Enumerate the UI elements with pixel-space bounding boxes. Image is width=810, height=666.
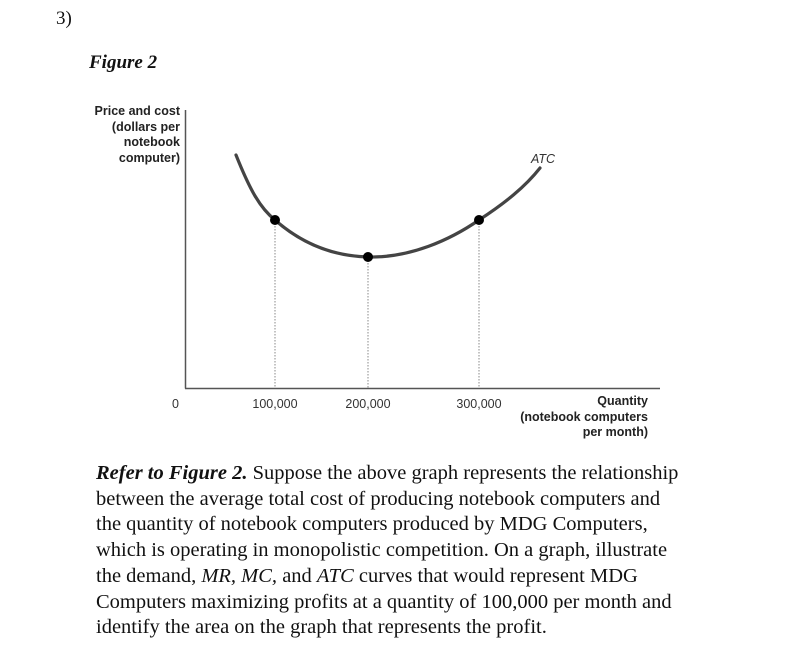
x-axis-label-line: per month): [582, 425, 648, 439]
atc-chart: ATC 0 100,000 200,000 300,000: [172, 110, 660, 411]
question-line: the demand, MR, MC, and ATC curves that …: [96, 564, 746, 590]
question-line: Computers maximizing profits at a quanti…: [96, 590, 672, 613]
question-line: between the average total cost of produc…: [96, 487, 661, 510]
x-axis-label-line: Quantity: [597, 394, 648, 408]
y-axis-label-line: notebook: [123, 135, 180, 149]
atc-label: ATC: [530, 152, 556, 166]
x-axis-label: Quantity (notebook computers per month): [480, 394, 648, 441]
y-axis-label-line: computer): [118, 150, 180, 165]
question-line-text: and: [277, 564, 317, 587]
x-tick-200000: 200,000: [345, 397, 390, 411]
y-axis-label-line: Price and cost: [94, 104, 180, 118]
figure-reference: Refer to Figure 2.: [96, 462, 248, 484]
question-line: the quantity of notebook computers produ…: [96, 513, 648, 536]
x-axis-label-line: (notebook computers: [520, 409, 648, 424]
question-line: which is operating in monopolistic compe…: [96, 539, 668, 562]
x-tick-100000: 100,000: [252, 397, 297, 411]
question-line-text: Suppose the above graph represents the r…: [247, 462, 679, 484]
y-axis-label: Price and cost (dollars per notebook com…: [60, 104, 180, 166]
y-axis-label-line: (dollars per: [111, 119, 180, 134]
origin-label: 0: [172, 397, 179, 411]
point-300000: [474, 215, 484, 225]
question-number: 3): [56, 8, 72, 29]
question-line: identify the area on the graph that repr…: [96, 616, 547, 639]
atc-curve: [234, 153, 542, 259]
point-100000: [270, 215, 280, 225]
curve-names: MR, MC,: [201, 564, 278, 587]
question-text: Refer to Figure 2. Suppose the above gra…: [96, 461, 746, 641]
curve-name-atc: ATC: [316, 564, 354, 587]
question-line-text: the demand,: [96, 564, 202, 587]
question-line: Refer to Figure 2. Suppose the above gra…: [96, 461, 746, 487]
figure-title: Figure 2: [89, 52, 158, 73]
x-tick-300000: 300,000: [456, 397, 501, 411]
question-line-text: curves that would represent MDG: [353, 564, 638, 587]
point-200000: [363, 252, 373, 262]
